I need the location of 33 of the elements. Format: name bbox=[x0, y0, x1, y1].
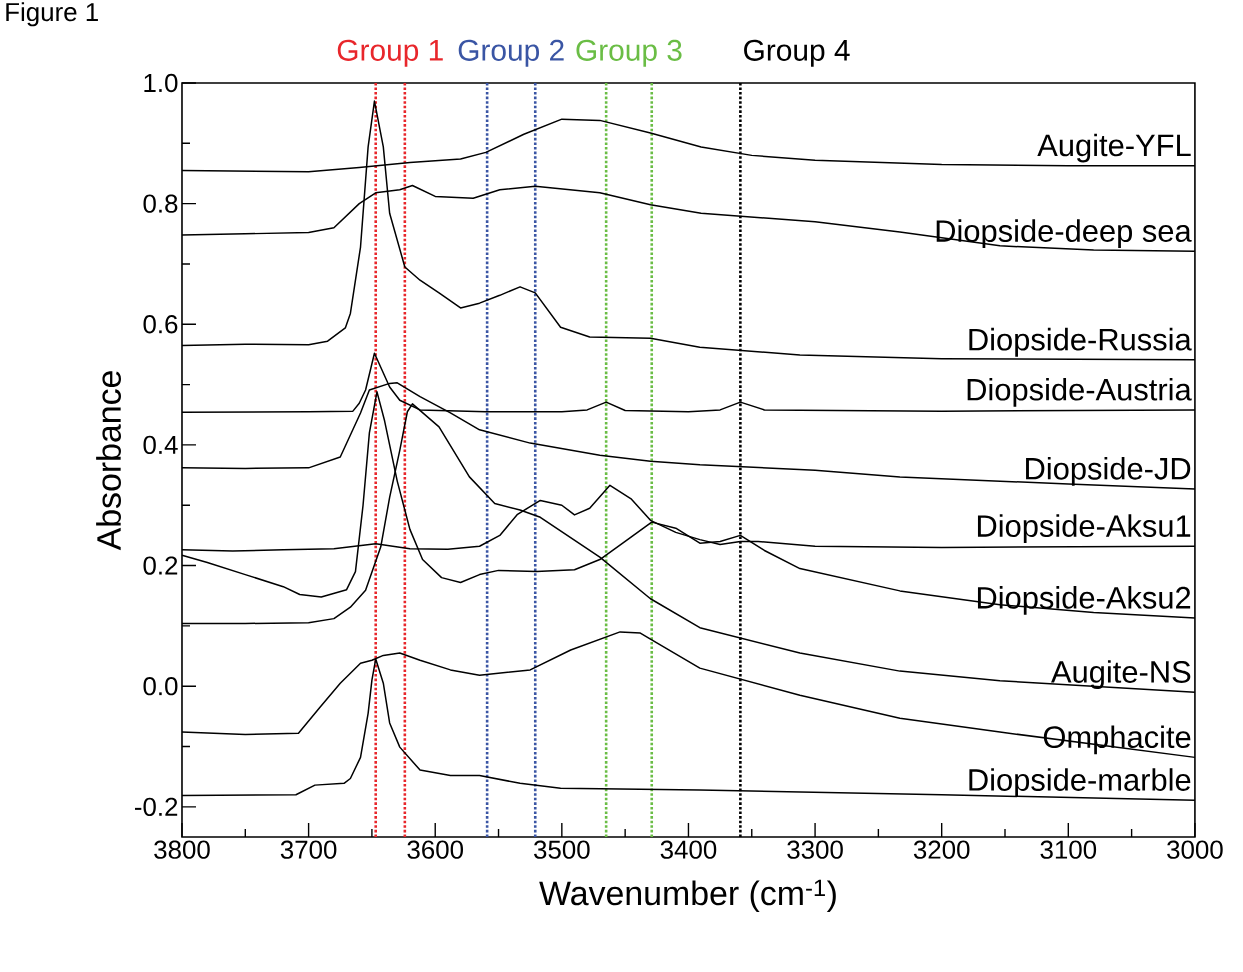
x-axis-title: Wavenumber (cm$^{-1}$) bbox=[539, 879, 836, 913]
x-tick-label: 3600 bbox=[407, 840, 464, 859]
x-tick-label: 3200 bbox=[913, 840, 970, 859]
ref-line-label: Group 1 bbox=[337, 39, 443, 67]
x-tick-label: 3400 bbox=[660, 840, 717, 859]
series-label: Diopside-deep sea bbox=[936, 219, 1192, 249]
y-axis-title: Absorbance bbox=[96, 371, 121, 551]
ref-line-label: Group 3 bbox=[576, 39, 682, 67]
x-tick-label: 3800 bbox=[154, 840, 210, 859]
x-tick-label: 3500 bbox=[534, 840, 590, 859]
y-tick-label: 0.4 bbox=[143, 435, 178, 455]
y-tick-label: 0.0 bbox=[143, 677, 178, 696]
ref-line-label: Group 2 bbox=[458, 39, 564, 67]
y-tick-label: 0.6 bbox=[143, 315, 178, 334]
series-label: Omphacite bbox=[1043, 725, 1191, 755]
x-tick-label: 3300 bbox=[787, 840, 843, 859]
x-tick-label: 3000 bbox=[1167, 840, 1223, 859]
series-label: Diopside-marble bbox=[969, 768, 1191, 797]
series-label: Augite-YFL bbox=[1037, 133, 1191, 163]
y-tick-label: -0.2 bbox=[134, 797, 178, 817]
y-tick-label: 0.8 bbox=[143, 194, 178, 213]
ref-line-label: Group 4 bbox=[744, 39, 850, 67]
series-label: Diopside-Russia bbox=[969, 327, 1192, 357]
series-label: Augite-NS bbox=[1051, 660, 1191, 690]
series-label: Diopside-Aksu1 bbox=[977, 514, 1191, 544]
x-tick-label: 3100 bbox=[1040, 840, 1097, 859]
x-tick-label: 3700 bbox=[280, 840, 337, 859]
series-label: Diopside-Aksu2 bbox=[977, 586, 1191, 615]
y-tick-label: 0.2 bbox=[143, 556, 178, 575]
y-tick-label: 1.0 bbox=[144, 73, 178, 93]
series-label: Diopside-Austria bbox=[967, 377, 1192, 407]
series-label: Diopside-JD bbox=[1026, 456, 1191, 486]
chart-title: Figure 1 bbox=[6, 2, 98, 27]
